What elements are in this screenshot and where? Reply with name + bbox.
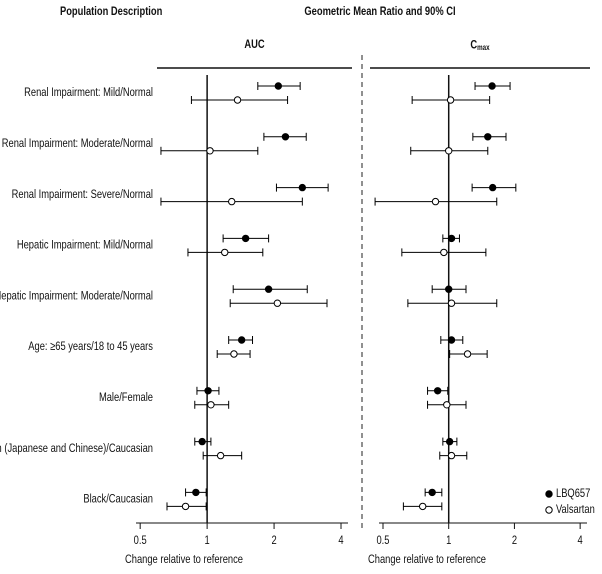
- point: [447, 336, 456, 344]
- point: [418, 502, 427, 511]
- x-tick-label: 1: [446, 534, 451, 547]
- point: [431, 197, 440, 206]
- x-tick-label: 4: [338, 534, 343, 547]
- point: [228, 197, 236, 206]
- x-tick-label: 2: [512, 534, 517, 547]
- legend-label: Valsartan: [556, 503, 595, 516]
- point: [440, 248, 448, 257]
- x-tick-label: 0.5: [134, 534, 147, 547]
- category-label: Hepatic Impairment: Mild/Normal: [17, 239, 153, 252]
- category-label: Renal Impairment: Moderate/Normal: [2, 137, 153, 150]
- point: [207, 401, 215, 409]
- legend-marker: [545, 490, 553, 498]
- point: [488, 82, 496, 90]
- x-axis-label: Change relative to reference: [125, 553, 243, 566]
- panel-title: AUC: [244, 38, 264, 51]
- category-label: Age: ≥65 years/18 to 45 years: [28, 340, 153, 353]
- chart-title: Geometric Mean Ratio and 90% CI: [304, 5, 455, 18]
- point: [433, 387, 442, 395]
- legend-label: LBQ657: [556, 487, 590, 500]
- point: [206, 147, 214, 155]
- point: [445, 285, 453, 293]
- category-label: Asian (Japanese and Chinese)/Caucasian: [0, 442, 153, 455]
- point: [443, 401, 451, 409]
- category-label: Renal Impairment: Mild/Normal: [24, 86, 153, 99]
- category-label: Renal Impairment: Severe/Normal: [12, 188, 153, 201]
- point: [298, 183, 307, 192]
- category-label: Black/Caucasian: [83, 493, 153, 506]
- x-tick-label: 4: [578, 534, 583, 547]
- point: [447, 451, 456, 460]
- point: [198, 437, 206, 446]
- point: [241, 234, 250, 243]
- category-label: Male/Female: [99, 391, 153, 404]
- point: [221, 248, 229, 257]
- legend-marker: [545, 506, 553, 514]
- point: [447, 234, 456, 243]
- x-tick-label: 0.5: [376, 534, 389, 547]
- panel-title: Cmax: [470, 38, 489, 52]
- point: [233, 96, 242, 104]
- x-axis-label: Change relative to reference: [368, 553, 486, 566]
- panel-title-sub: max: [477, 43, 489, 52]
- point: [445, 147, 453, 155]
- point: [273, 299, 282, 307]
- point: [216, 451, 225, 460]
- point: [445, 437, 454, 446]
- point: [230, 350, 238, 358]
- category-label: Hepatic Impairment: Moderate/Normal: [0, 289, 153, 302]
- point: [274, 82, 283, 90]
- point: [446, 96, 455, 104]
- point: [281, 133, 290, 141]
- point: [488, 183, 497, 192]
- point: [204, 387, 212, 395]
- point: [428, 488, 436, 497]
- point: [463, 350, 472, 358]
- row-header: Population Description: [60, 5, 162, 18]
- point: [237, 336, 246, 344]
- panel-title-main: C: [470, 38, 477, 51]
- x-tick-label: 2: [271, 534, 276, 547]
- point: [447, 299, 456, 307]
- point: [484, 133, 492, 141]
- point: [192, 488, 200, 497]
- point: [181, 502, 190, 511]
- point: [264, 285, 273, 293]
- x-tick-label: 1: [205, 534, 210, 547]
